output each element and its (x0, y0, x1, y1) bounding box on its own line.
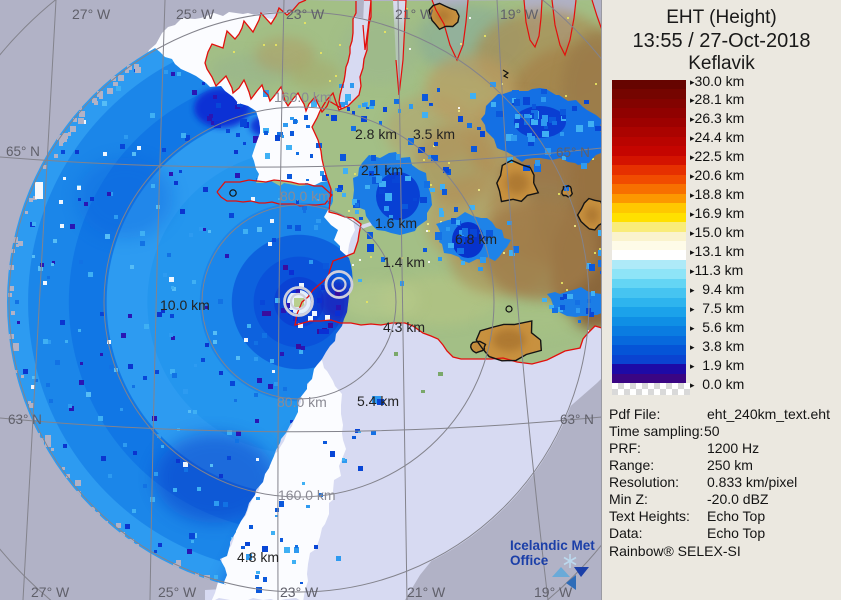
svg-text:27° W: 27° W (31, 584, 70, 600)
svg-text:Icelandic Met: Icelandic Met (510, 538, 595, 553)
svg-text:65° N: 65° N (556, 145, 590, 160)
svg-text:23° W: 23° W (280, 584, 319, 600)
svg-text:21° W: 21° W (395, 6, 434, 22)
svg-text:5.4 km: 5.4 km (357, 393, 399, 409)
svg-text:23° W: 23° W (286, 6, 325, 22)
svg-text:27° W: 27° W (72, 6, 111, 22)
svg-text:25° W: 25° W (176, 6, 215, 22)
svg-text:160.0 km: 160.0 km (278, 487, 336, 503)
svg-text:25° W: 25° W (158, 584, 197, 600)
svg-text:2.1 km: 2.1 km (361, 162, 403, 178)
svg-text:Office: Office (510, 553, 549, 568)
svg-text:1.4 km: 1.4 km (383, 254, 425, 270)
svg-text:3.5 km: 3.5 km (413, 126, 455, 142)
svg-text:65° N: 65° N (6, 144, 40, 159)
svg-text:21° W: 21° W (407, 584, 446, 600)
svg-text:160.0 km: 160.0 km (274, 89, 332, 105)
svg-text:63° N: 63° N (8, 412, 42, 427)
svg-text:10.0 km: 10.0 km (160, 297, 210, 313)
svg-text:19° W: 19° W (500, 6, 539, 22)
svg-text:1.6 km: 1.6 km (375, 215, 417, 231)
svg-text:2.8 km: 2.8 km (355, 126, 397, 142)
svg-text:80.0 km: 80.0 km (277, 394, 327, 410)
svg-text:4.3 km: 4.3 km (383, 319, 425, 335)
svg-text:80.0 km: 80.0 km (280, 188, 330, 204)
svg-text:4.8 km: 4.8 km (237, 549, 279, 565)
svg-text:63° N: 63° N (560, 412, 594, 427)
svg-text:6.8 km: 6.8 km (455, 231, 497, 247)
svg-text:19° W: 19° W (534, 584, 573, 600)
